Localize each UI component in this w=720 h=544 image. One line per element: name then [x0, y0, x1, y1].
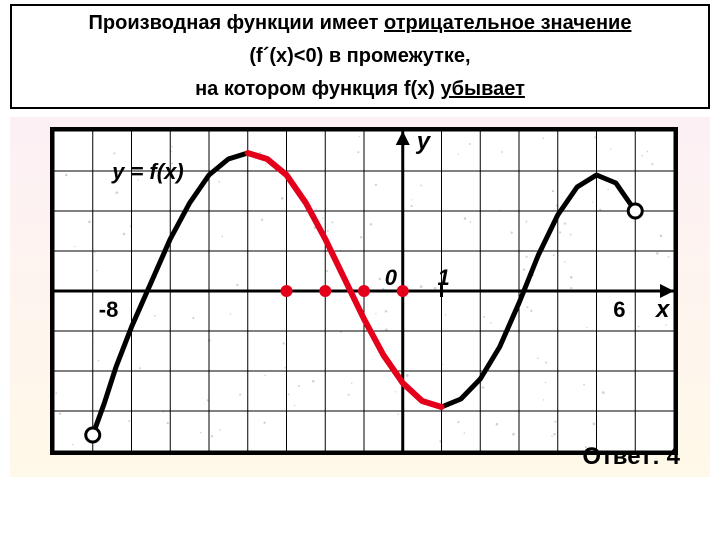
header-line-3: на котором функция f(x) убывает	[20, 78, 700, 101]
svg-text:0: 0	[385, 265, 398, 290]
header-line3-prefix: на котором функция f(x)	[195, 78, 440, 100]
header-box: Производная функции имеет отрицательное …	[10, 4, 710, 109]
header-line1-prefix: Производная функции имеет	[89, 12, 384, 34]
svg-text:y = f(x): y = f(x)	[111, 159, 184, 184]
chart-area: 0 1 y x y = f(x) -8 6 Ответ: 4	[10, 117, 710, 477]
header-line-1: Производная функции имеет отрицательное …	[20, 12, 700, 35]
header-line3-underlined: убывает	[441, 78, 525, 100]
grid-frame: 0 1 y x y = f(x) -8 6	[50, 127, 678, 455]
header-line1-underlined: отрицательное значение	[384, 12, 631, 34]
svg-text:x: x	[654, 296, 671, 323]
svg-text:6: 6	[613, 297, 625, 322]
svg-text:y: y	[416, 131, 432, 155]
answer-label: Ответ: 4	[582, 443, 680, 471]
svg-text:-8: -8	[99, 297, 119, 322]
header-line-2: (f´(x)<0) в промежутке,	[20, 45, 700, 68]
svg-text:1: 1	[438, 265, 450, 290]
chart-svg: 0 1 y x y = f(x) -8 6	[54, 131, 674, 451]
